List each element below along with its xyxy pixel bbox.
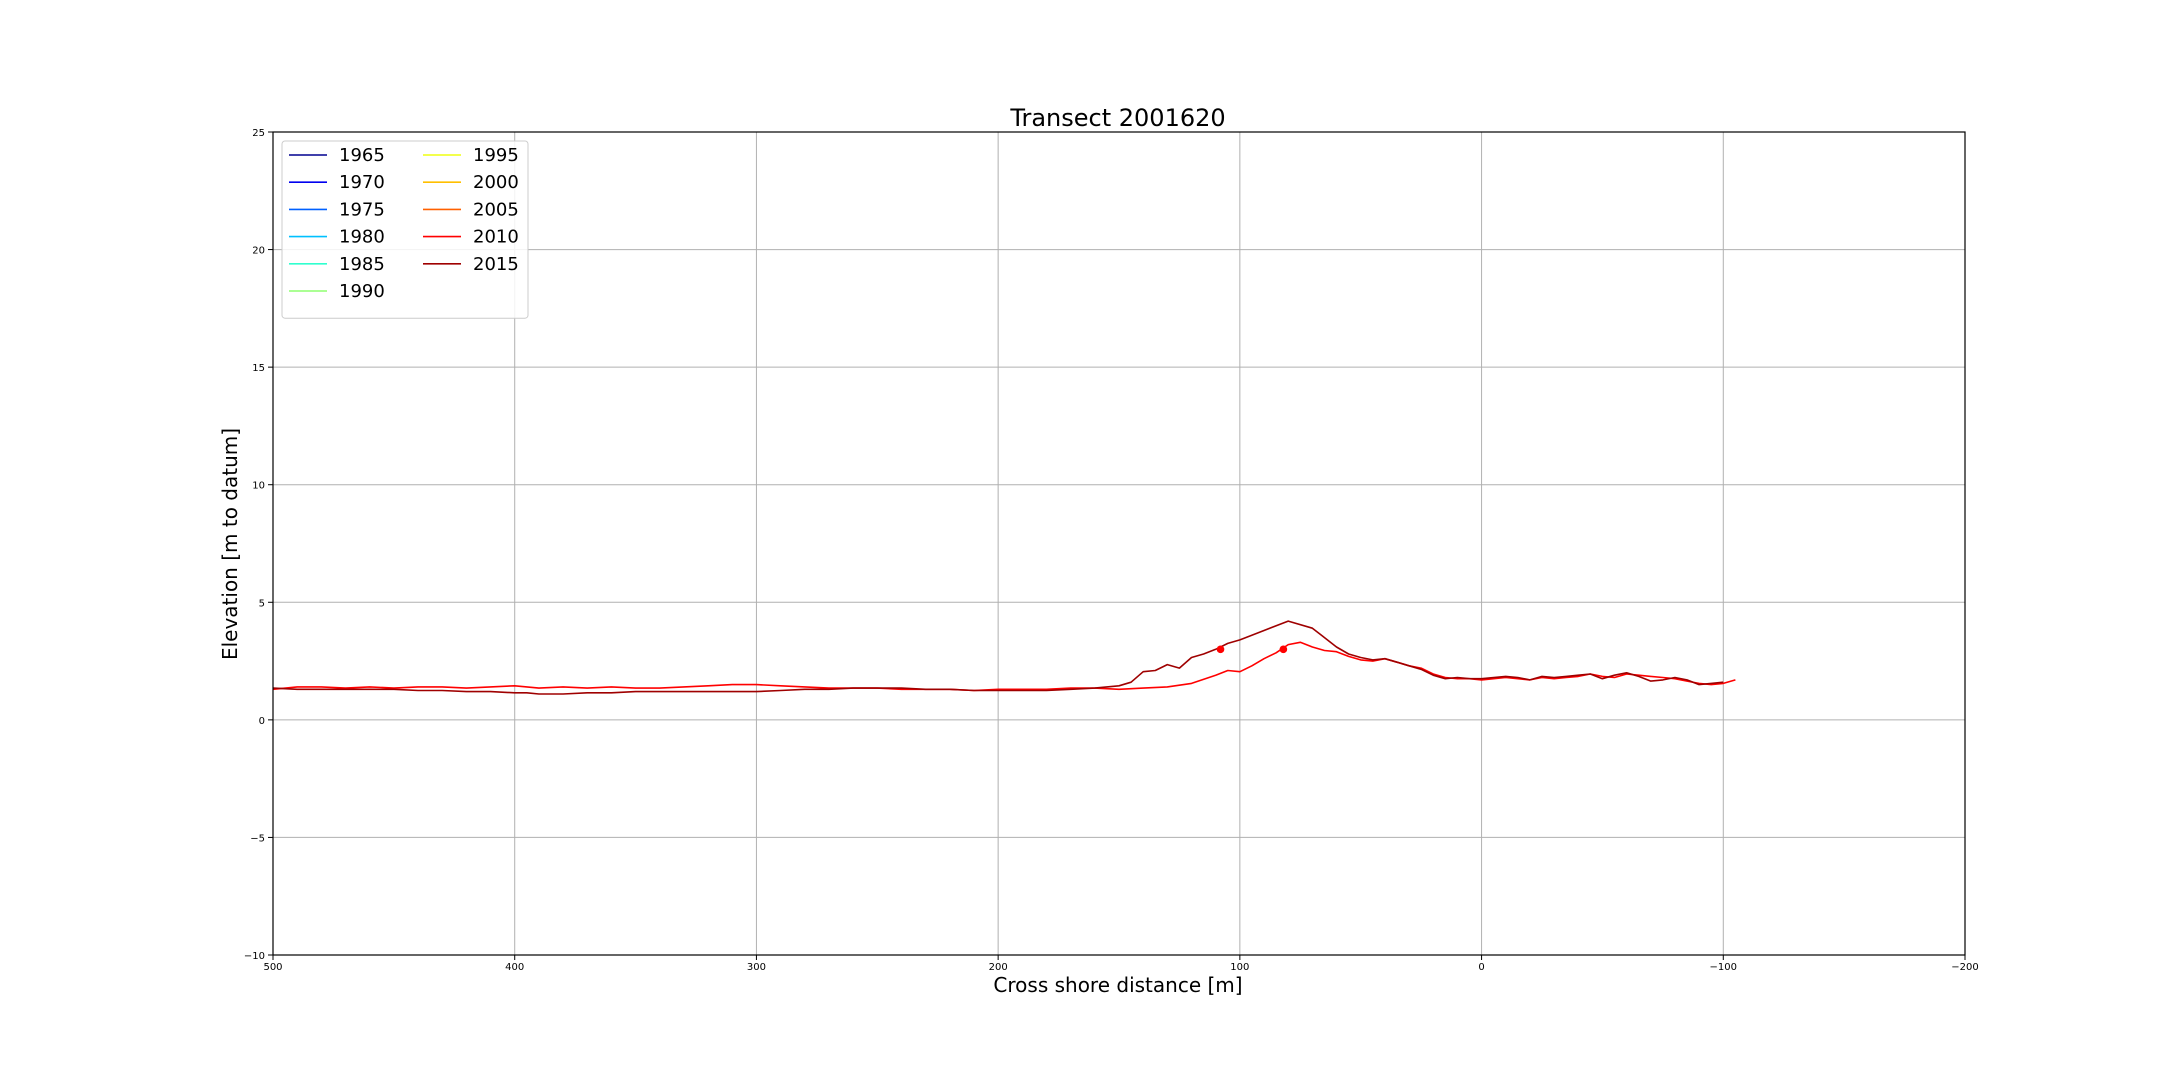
y-axis-label: Elevation [m to datum] — [218, 428, 242, 660]
legend-label-2000: 2000 — [473, 172, 519, 193]
y-tick-label: 15 — [252, 363, 265, 374]
legend-label-1990: 1990 — [339, 281, 385, 302]
legend-label-1980: 1980 — [339, 227, 385, 248]
x-tick-label: 300 — [747, 962, 766, 973]
legend-label-1985: 1985 — [339, 254, 385, 275]
x-tick-label: 100 — [1230, 962, 1249, 973]
x-tick-label: −100 — [1710, 962, 1737, 973]
x-tick-label: 500 — [263, 962, 282, 973]
marker-2010 — [1279, 645, 1288, 654]
legend-label-2015: 2015 — [473, 254, 519, 275]
series-line-2010 — [272, 641, 1736, 692]
x-tick-label: 400 — [505, 962, 524, 973]
plot-lines — [272, 620, 1736, 695]
chart-title: Transect 2001620 — [1009, 104, 1225, 132]
legend-box — [281, 140, 529, 319]
y-tick-label: −5 — [250, 833, 265, 844]
y-tick-label: 0 — [259, 716, 265, 727]
y-tick-label: 5 — [259, 598, 265, 609]
x-tick-label: −200 — [1951, 962, 1978, 973]
legend-label-2010: 2010 — [473, 227, 519, 248]
legend-label-1970: 1970 — [339, 172, 385, 193]
x-tick-label: 200 — [989, 962, 1008, 973]
legend-label-1965: 1965 — [339, 145, 385, 166]
series-line-2015 — [272, 620, 1724, 695]
axis-ticks: 500 400 300 200 100 0 −100 −200 −10 −5 0 5 10 15 20 25 — [244, 128, 1979, 973]
legend-label-1975: 1975 — [339, 199, 385, 220]
y-tick-label: −10 — [244, 951, 265, 962]
y-tick-label: 25 — [252, 128, 265, 139]
marker-2015 — [1216, 645, 1225, 654]
y-tick-label: 10 — [252, 481, 265, 492]
legend-label-2005: 2005 — [473, 199, 519, 220]
plot-markers — [1216, 645, 1288, 654]
x-tick-label: 0 — [1478, 962, 1484, 973]
legend-label-1995: 1995 — [473, 145, 519, 166]
y-tick-label: 20 — [252, 246, 265, 257]
x-axis-label: Cross shore distance [m] — [993, 973, 1242, 997]
legend: 1965 1970 1975 1980 1985 1990 1995 2000 2005 2010… — [281, 140, 529, 319]
plot-frame — [272, 131, 1966, 956]
